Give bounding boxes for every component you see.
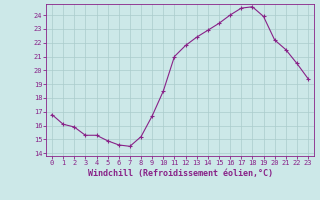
X-axis label: Windchill (Refroidissement éolien,°C): Windchill (Refroidissement éolien,°C) xyxy=(87,169,273,178)
